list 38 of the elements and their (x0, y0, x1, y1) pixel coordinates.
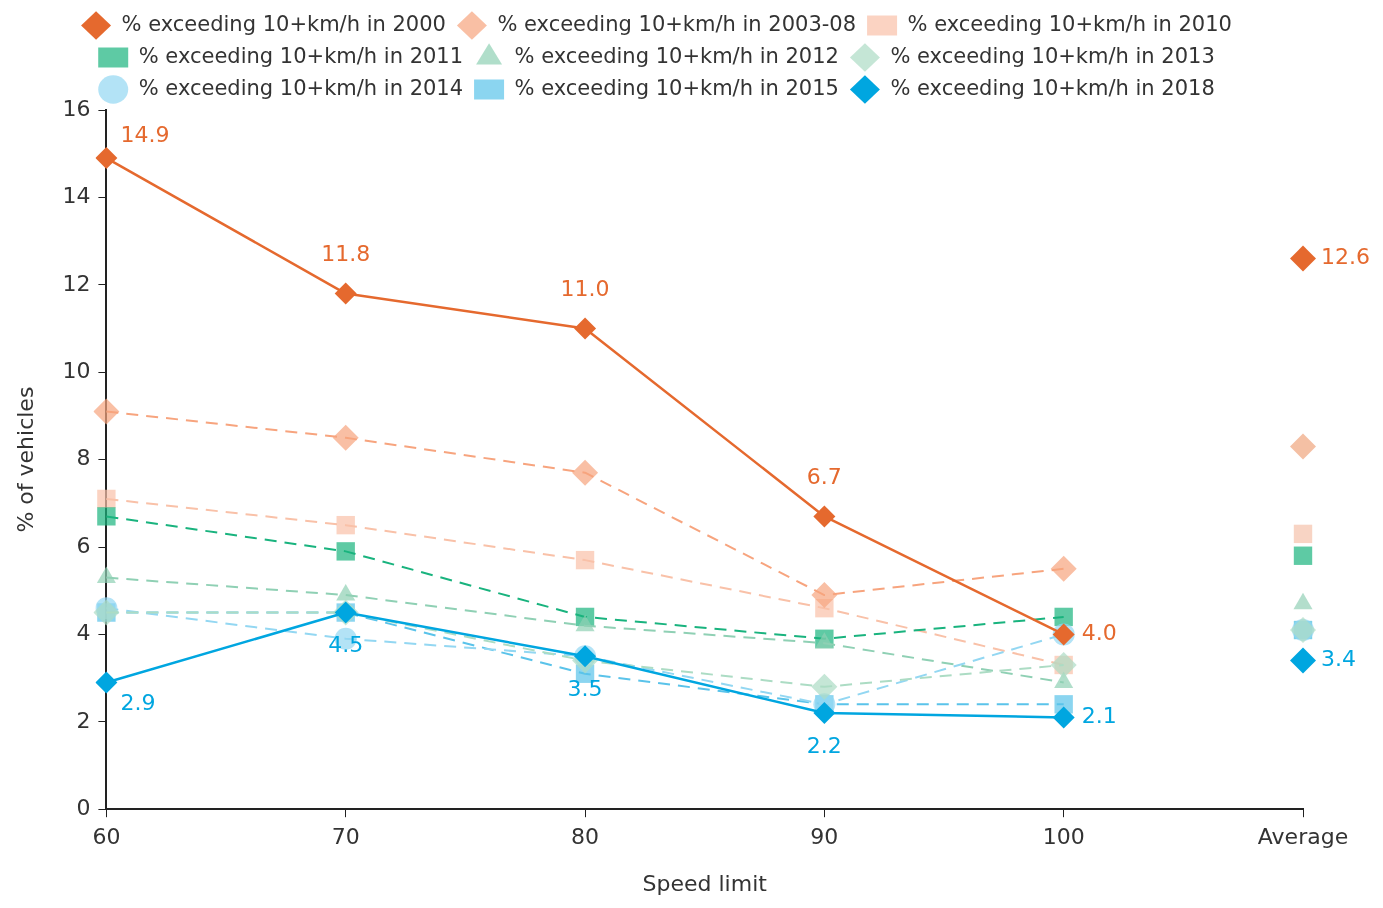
x-tick-label: 90 (810, 824, 839, 850)
x-tick-label: Average (1257, 824, 1349, 850)
y-tick-label: 2 (76, 707, 91, 733)
data-label: 2.1 (1081, 703, 1117, 729)
y-tick-label: 6 (76, 532, 91, 558)
x-tick-label: 60 (92, 824, 121, 850)
legend-label: % exceeding 10+km/h in 2015 (514, 75, 839, 100)
legend-label: % exceeding 10+km/h in 2014 (138, 75, 464, 100)
data-label: 2.9 (120, 690, 156, 716)
data-label: 12.6 (1321, 244, 1370, 270)
y-tick-label: 4 (76, 620, 91, 646)
legend-label: % exceeding 10+km/h in 2011 (138, 43, 464, 68)
y-tick-label: 16 (62, 95, 91, 121)
data-label: 11.0 (560, 276, 610, 302)
y-tick-label: 10 (62, 357, 91, 383)
x-tick-label: 100 (1042, 824, 1085, 850)
legend-label: % exceeding 10+km/h in 2010 (907, 11, 1232, 36)
data-label: 3.5 (567, 675, 603, 701)
data-label: 11.8 (321, 241, 371, 267)
legend-label: % exceeding 10+km/h in 2012 (514, 43, 839, 68)
y-tick-label: 8 (76, 445, 91, 471)
y-tick-label: 0 (76, 794, 91, 820)
legend-label: % exceeding 10+km/h in 2003-08 (497, 11, 857, 36)
legend-label: % exceeding 10+km/h in 2013 (890, 43, 1215, 68)
data-label: 14.9 (120, 121, 170, 147)
y-tick-label: 12 (62, 270, 91, 296)
data-label: 4.5 (328, 632, 364, 658)
x-tick-label: 70 (331, 824, 360, 850)
data-label: 2.2 (806, 732, 842, 758)
legend-label: % exceeding 10+km/h in 2018 (890, 75, 1215, 100)
x-tick-label: 80 (571, 824, 600, 850)
x-axis-title: Speed limit (642, 870, 768, 896)
legend-label: % exceeding 10+km/h in 2000 (121, 11, 446, 36)
data-label: 4.0 (1081, 620, 1117, 646)
data-label: 6.7 (806, 464, 842, 490)
y-axis-title: % of vehicles (12, 386, 38, 533)
y-tick-label: 14 (62, 183, 91, 209)
data-label: 3.4 (1321, 646, 1356, 672)
